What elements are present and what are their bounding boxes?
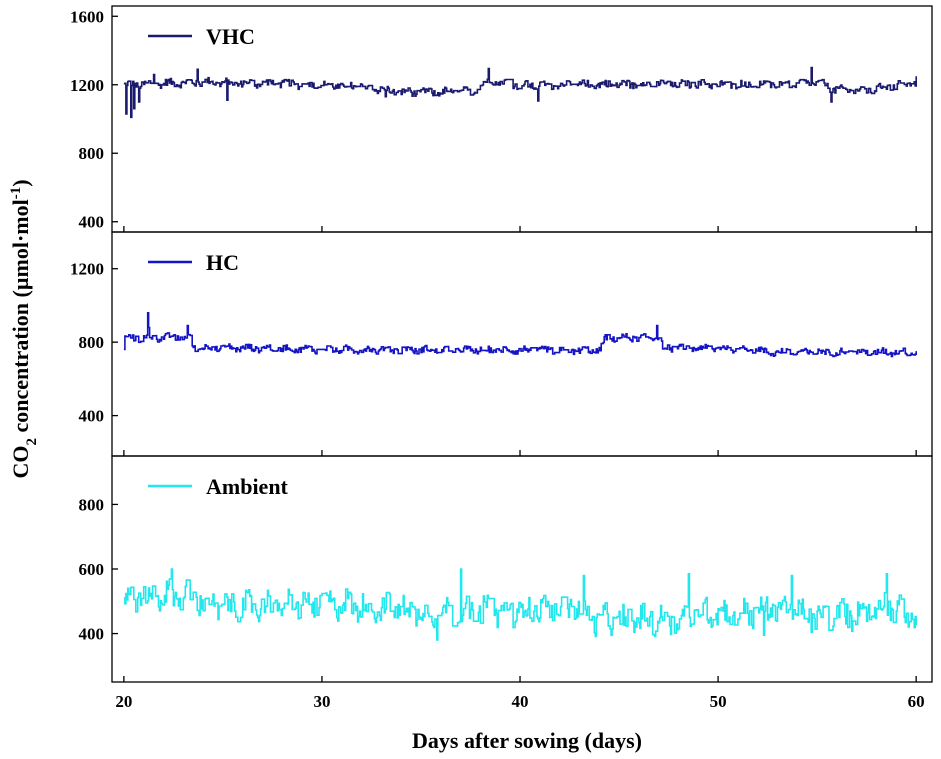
series-line-hc bbox=[124, 313, 916, 357]
legend-label: HC bbox=[206, 250, 239, 275]
y-tick-label: 600 bbox=[79, 560, 105, 579]
x-axis: 20 30 40 50 60 bbox=[115, 692, 924, 711]
y-title-superscript: -1 bbox=[8, 187, 24, 200]
chart-panels: 400 800 1200 1600 VHC 400 800 1200 HC 400 600 800 Am… bbox=[70, 6, 932, 682]
x-tick-label: 50 bbox=[710, 692, 727, 711]
y-title-part: ) bbox=[8, 179, 33, 186]
y-tick-label: 800 bbox=[79, 144, 105, 163]
y-tick-label: 800 bbox=[79, 495, 105, 514]
series-line-ambient bbox=[124, 569, 916, 640]
y-tick-label: 1600 bbox=[70, 7, 104, 26]
x-tick-label: 40 bbox=[512, 692, 529, 711]
y-tick-label: 400 bbox=[79, 213, 105, 232]
x-tick-label: 60 bbox=[908, 692, 925, 711]
y-title-subscript: 2 bbox=[24, 438, 40, 446]
y-axis-title: CO2 concentration (µmol·mol-1) bbox=[8, 179, 40, 478]
y-tick-label: 1200 bbox=[70, 76, 104, 95]
y-tick-label: 1200 bbox=[70, 260, 104, 279]
panel-hc: 400 800 1200 HC bbox=[70, 232, 932, 456]
legend-label: VHC bbox=[206, 24, 255, 49]
panel-vhc: 400 800 1200 1600 VHC bbox=[70, 6, 932, 232]
y-title-part: CO bbox=[8, 446, 33, 479]
y-tick-label: 400 bbox=[79, 625, 105, 644]
x-tick-label: 30 bbox=[313, 692, 330, 711]
panel-ambient: 400 600 800 Ambient bbox=[79, 456, 933, 682]
legend-label: Ambient bbox=[206, 474, 289, 499]
y-title-part: concentration (µmol·mol bbox=[8, 199, 33, 438]
series-line-vhc bbox=[124, 68, 916, 118]
x-axis-title: Days after sowing (days) bbox=[412, 728, 642, 753]
y-tick-label: 800 bbox=[79, 333, 105, 352]
y-tick-label: 400 bbox=[79, 407, 105, 426]
x-tick-label: 20 bbox=[115, 692, 132, 711]
